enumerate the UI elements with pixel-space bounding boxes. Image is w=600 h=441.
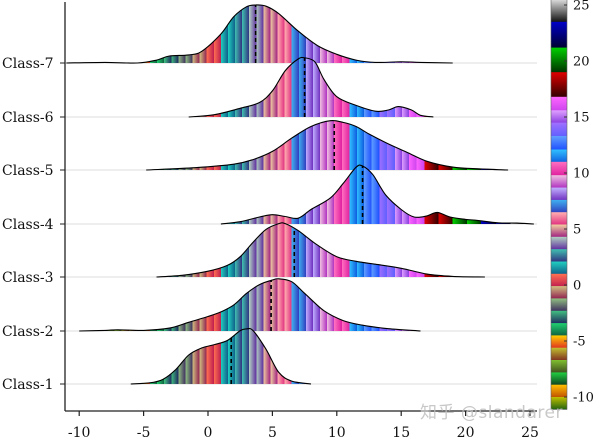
ridge-fill [66,4,453,64]
colorbar-band [551,21,567,48]
density-curve [220,164,534,225]
colorbar: 25 20 15 10 5 0 -5 -10 [550,0,594,410]
y-label-class-2: Class-2 [2,324,54,340]
colorbar-tick-label: 5 [573,223,581,238]
ridge-class-7 [66,4,453,64]
y-label-class-1: Class-1 [2,377,54,393]
colorbar-band [551,273,567,287]
colorbar-band [551,136,567,150]
density-ridges [66,4,534,385]
colorbar-band [551,236,567,250]
density-curve [156,222,485,278]
ridge-fill [156,222,485,277]
colorbar-tick-label: 20 [573,55,590,70]
x-tick-label: 20 [457,425,475,441]
density-curve [188,56,434,118]
colorbar-band [551,224,567,238]
x-tick-label: 0 [204,425,213,441]
y-label-class-7: Class-7 [2,56,54,72]
colorbar-band [551,122,567,137]
colorbar-band [551,249,567,262]
colorbar-tick-label: -10 [573,391,594,406]
colorbar-band [551,372,567,386]
y-label-class-6: Class-6 [2,110,54,126]
colorbar-band [551,310,567,324]
colorbar-tick-label: 25 [573,0,590,14]
colorbar-band [551,187,567,201]
colorbar-band [551,298,567,312]
colorbar-band [551,323,567,336]
colorbar-band [551,384,567,398]
x-tick-label: 5 [268,425,277,441]
ridge-fill [130,328,311,384]
y-label-class-4: Class-4 [2,217,54,233]
colorbar-band [551,360,567,373]
x-tick-label: 15 [392,425,410,441]
x-axis-ticks: -10 -5 0 5 10 15 20 25 [68,411,539,441]
colorbar-band [551,347,567,361]
density-curve [79,278,421,332]
ridge-class-2 [79,278,421,332]
colorbar-tick-label: 10 [573,167,590,182]
ridge-class-5 [146,119,509,171]
ridge-fill [188,57,434,117]
colorbar-band [551,96,567,111]
ridge-class-1 [130,327,312,385]
density-curve [146,119,509,171]
ridge-fill [79,278,421,331]
colorbar-frame [550,0,568,410]
x-tick-label: -5 [137,425,151,441]
colorbar-band [551,397,567,410]
watermark: 知乎 @slandarer [420,403,563,423]
colorbar-band [551,175,567,188]
y-label-class-5: Class-5 [2,163,54,179]
colorbar-band [551,149,567,163]
y-axis-labels: Class-1 Class-2 Class-3 Class-4 Class-5 Class… [2,56,65,393]
colorbar-band [551,0,567,23]
colorbar-tick-label: 0 [573,279,581,294]
colorbar-band [551,212,567,225]
colorbar-band [551,261,567,275]
colorbar-tick-label: 15 [573,111,590,126]
colorbar-tick-label: -5 [573,335,586,350]
x-tick-label: 25 [521,425,539,441]
colorbar-band [551,72,567,98]
y-label-class-3: Class-3 [2,270,54,286]
ridge-class-4 [220,164,534,225]
ridge-fill [220,165,534,224]
ridge-class-3 [156,222,485,278]
colorbar-band [551,286,567,299]
colorbar-band [551,110,567,123]
colorbar-band [551,199,567,213]
colorbar-band [551,161,567,176]
x-tick-label: 10 [328,425,346,441]
x-tick-label: -10 [68,425,91,441]
ridge-class-6 [188,56,434,118]
density-curve [130,327,312,385]
ridge-fill [146,120,509,170]
colorbar-band [551,47,567,73]
colorbar-band [551,335,567,349]
